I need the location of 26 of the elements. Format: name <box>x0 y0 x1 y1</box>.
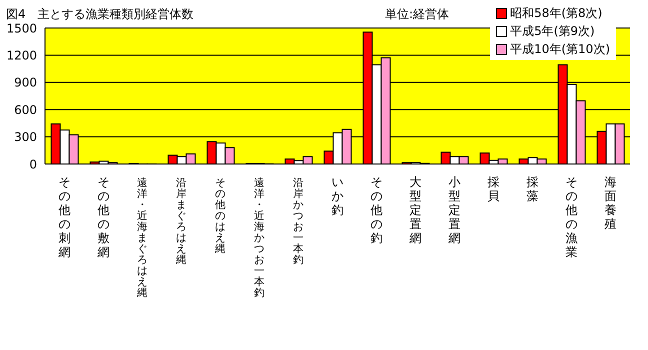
legend-label: 平成10年(第10次) <box>510 40 610 58</box>
legend-label: 平成5年(第9次) <box>510 22 595 40</box>
y-tick-label: 1500 <box>6 21 37 36</box>
text: 単位:経営体 <box>385 6 450 23</box>
y-tick-label: 600 <box>14 102 37 117</box>
x-tick-label: いか釣 <box>332 175 344 217</box>
chart-title: 図4 主とする漁業種類別経営体数 <box>6 6 194 23</box>
x-tick-label: 採藻 <box>526 175 538 203</box>
x-tick-label: その他の刺網 <box>58 175 70 259</box>
x-tick-label: 採貝 <box>488 175 500 203</box>
x-tick-label: 沿岸かつお一本釣 <box>293 177 304 266</box>
y-tick-label: 0 <box>29 157 37 172</box>
category-label: 遠洋・近海まぐろはえ縄 <box>137 177 148 299</box>
x-tick-label: その他の釣 <box>370 175 382 245</box>
y-tick-label: 300 <box>14 130 37 144</box>
x-tick-label: 小型定置網 <box>448 175 460 245</box>
x-tick-label: その他の漁業 <box>566 175 578 259</box>
x-tick-label: 海面養殖 <box>604 175 616 231</box>
y-tick-label: 900 <box>14 76 37 90</box>
y-tick-label: 1200 <box>6 48 37 62</box>
x-tick-label: 沿岸まぐろはえ縄 <box>175 177 187 266</box>
x-tick-label: その他の敷網 <box>96 175 110 259</box>
category-label: 遠洋・近海かつお一本釣 <box>254 177 265 299</box>
x-tick-label: 大型定置網 <box>408 175 422 245</box>
x-tick-label: その他のはえ縄 <box>214 177 226 255</box>
legend-label: 昭和58年(第8次) <box>510 4 602 22</box>
